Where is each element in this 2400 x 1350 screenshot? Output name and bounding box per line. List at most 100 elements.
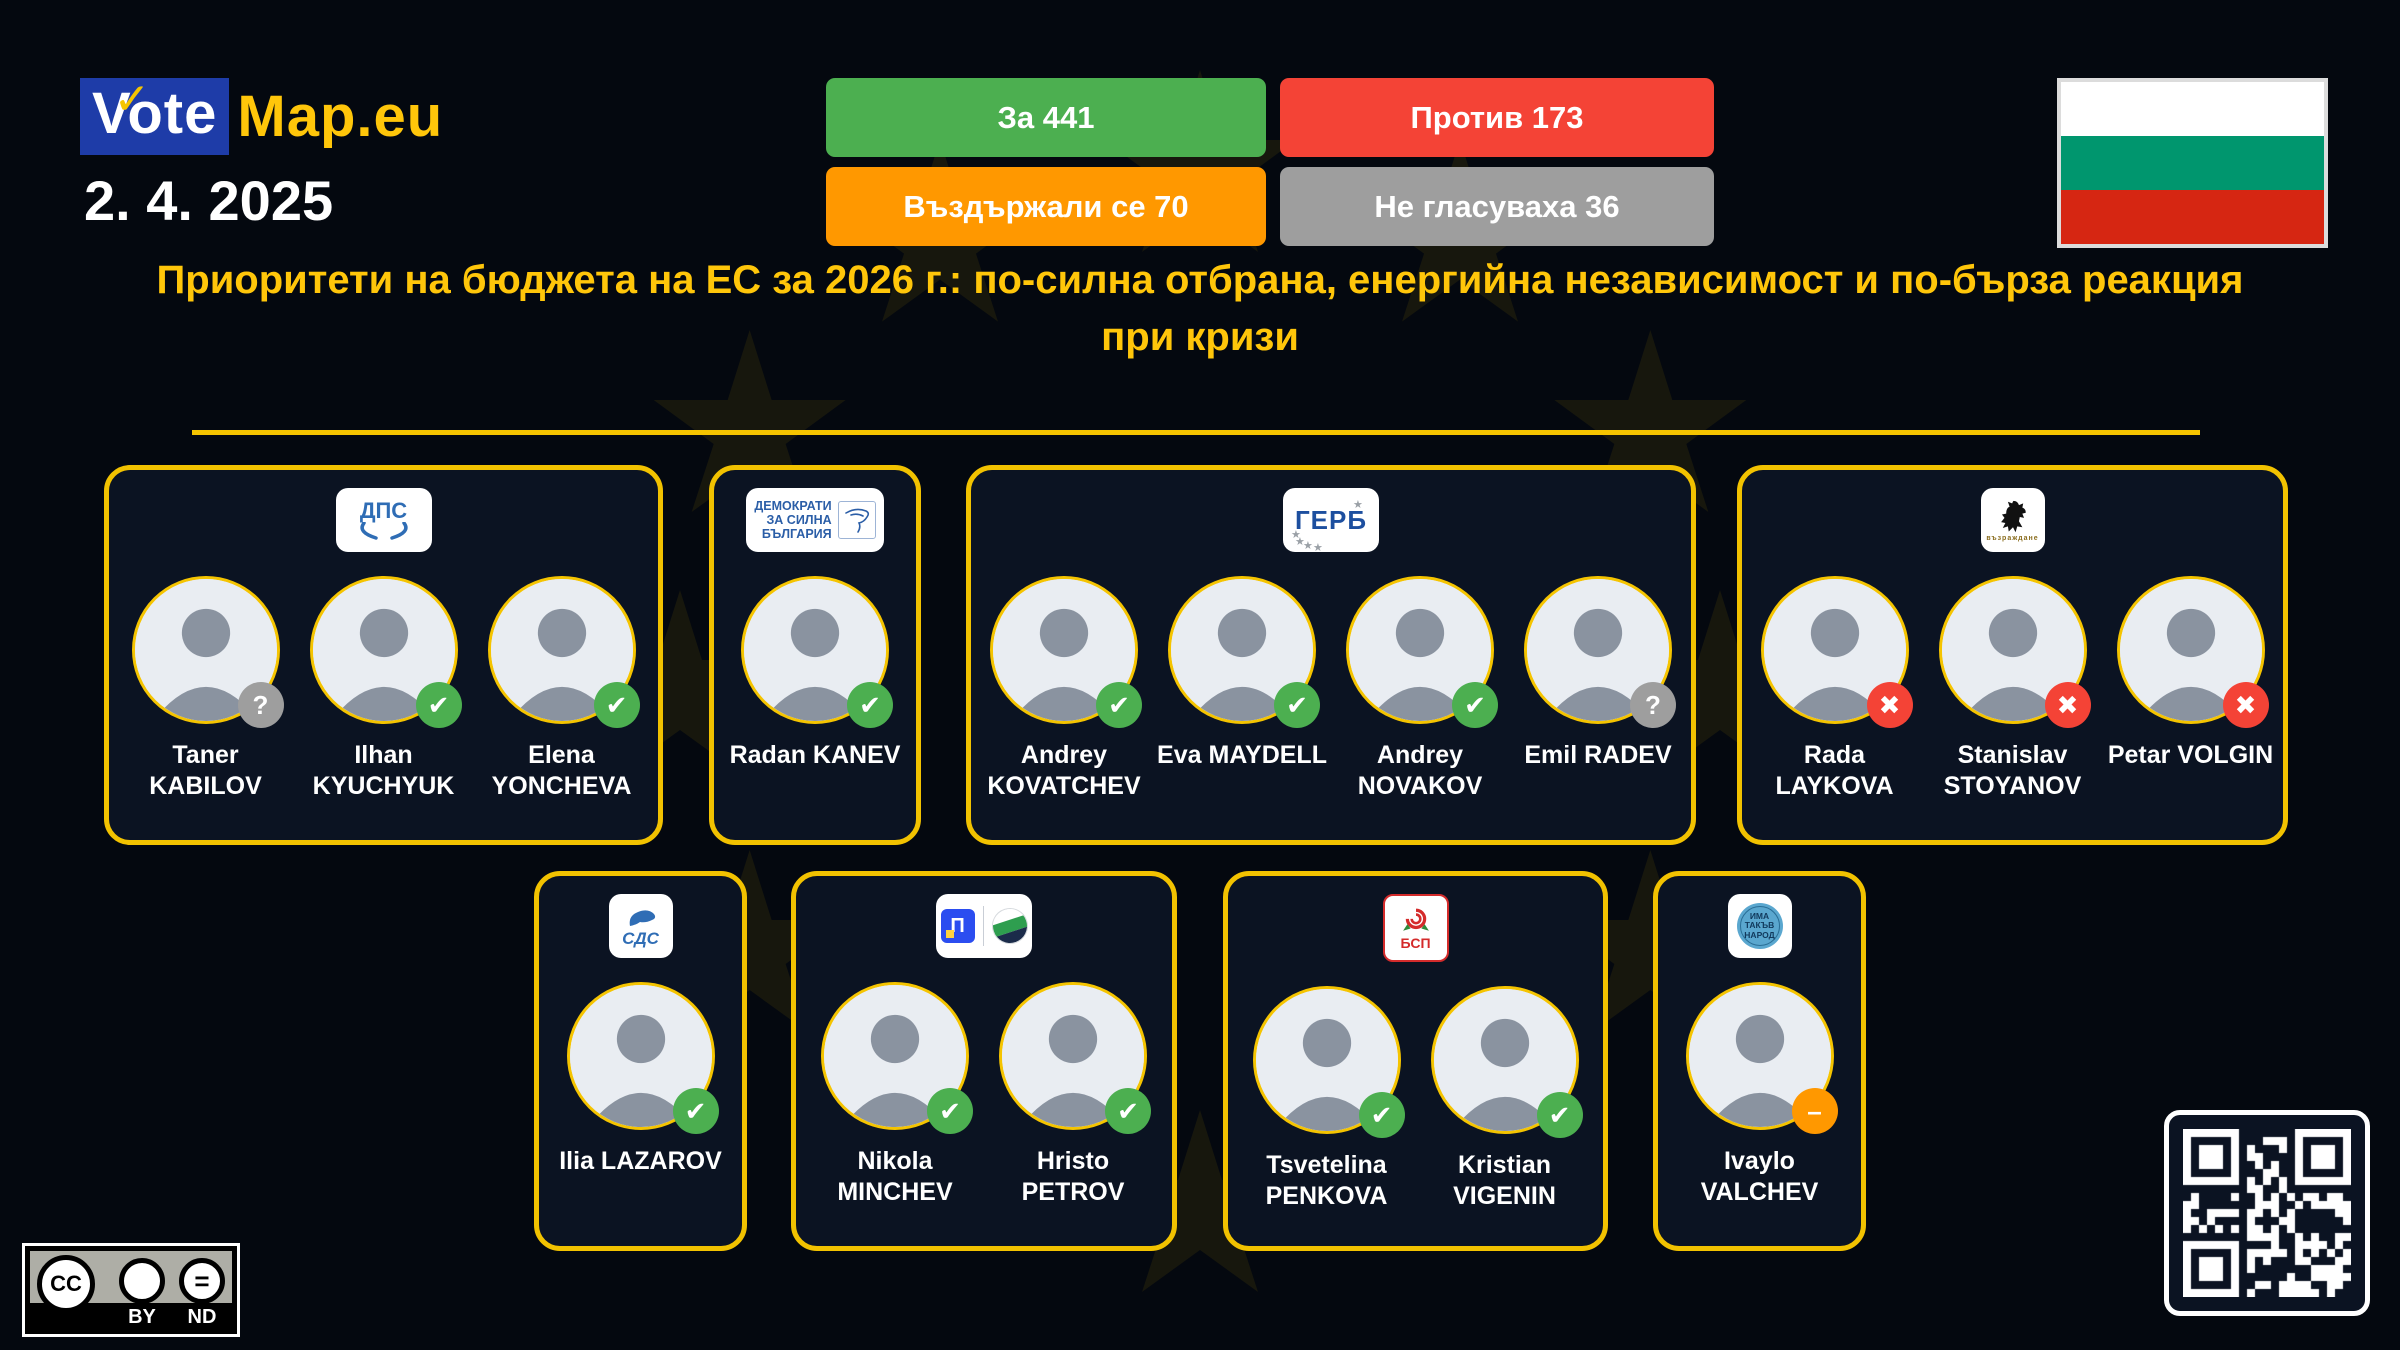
mep-photo: ✔ — [1168, 576, 1320, 728]
mep-photo: ✔ — [487, 576, 640, 728]
party-logo-dps: ДПС — [335, 488, 432, 552]
vote-novote-button[interactable]: Не гласуваха 36 — [1280, 167, 1714, 246]
mep-tile[interactable]: ✔ Ilhan KYUCHYUK — [299, 576, 469, 803]
vote-badge-for: ✔ — [1536, 1092, 1583, 1138]
mep-tile[interactable]: ✔ Tsvetelina PENKOVA — [1242, 986, 1412, 1213]
party-logo-inner: ДЕМОКРАТИ ЗА СИЛНА БЪЛГАРИЯ — [746, 499, 883, 541]
vote-badge-for: ✔ — [672, 1088, 719, 1134]
vote-badge-glyph: ✔ — [1548, 1099, 1571, 1130]
vote-against-button[interactable]: Против 173 — [1280, 78, 1714, 157]
mep-portrait — [1252, 986, 1401, 1134]
vote-badge-glyph: ✔ — [1117, 1095, 1139, 1126]
mep-tile[interactable]: ✔ Andrey NOVAKOV — [1335, 576, 1505, 803]
mep-name: Tsvetelina PENKOVA — [1265, 1151, 1388, 1211]
lion-rampant-icon — [2000, 500, 2026, 532]
logo-separator — [982, 906, 984, 946]
mep-photo: ? — [1524, 576, 1676, 728]
mep-tile[interactable]: ✔ Andrey KOVATCHEV — [979, 576, 1149, 803]
mep-photo: ? — [131, 576, 284, 728]
mep-tile[interactable]: ? Taner KABILOV — [121, 576, 291, 803]
mep-tile[interactable]: ✔ Radan KANEV — [720, 576, 910, 771]
mep-photo: ✔ — [566, 982, 719, 1134]
mep-portrait — [487, 576, 636, 724]
party-logo-text: ГЕРБ — [1294, 504, 1368, 535]
party-card-gerb: ГЕРБ ★ ★ ★ ★ ★ ✔ Andrey KOVATCHEV ✔ Eva MAYDELL ✔ A… — [966, 465, 1696, 845]
party-logo-row: ГЕРБ ★ ★ ★ ★ ★ — [971, 488, 1691, 552]
party-logo-itn: ИМА ТАКЪВ НАРОД — [1727, 894, 1792, 958]
party-members-row: ✔ Tsvetelina PENKOVA ✔ Kristian VIGENIN — [1228, 986, 1603, 1213]
cc-license-badge[interactable]: CC = BY ND — [22, 1243, 240, 1337]
party-logo-row: П — [796, 894, 1172, 958]
party-members-row: ✔ Nikola MINCHEV ✔ Hristo PETROV — [796, 982, 1172, 1209]
cc-nd-label: ND — [187, 1306, 217, 1328]
eu-star-icon: ★ — [1295, 536, 1305, 548]
vote-badge-for: ✔ — [1274, 682, 1320, 728]
vote-badge-glyph: ✖ — [2234, 689, 2257, 720]
mep-tile[interactable]: ✔ Nikola MINCHEV — [810, 982, 980, 1209]
flag-stripe-white — [2061, 82, 2324, 136]
mep-tile[interactable]: ✔ Elena YONCHEVA — [477, 576, 647, 803]
mep-photo: ✔ — [1252, 986, 1405, 1138]
vote-badge-for: ✔ — [1358, 1092, 1405, 1138]
laurel-icon — [359, 522, 408, 540]
party-logo-row: БСП — [1228, 894, 1603, 962]
vote-badge-for: ✔ — [1105, 1088, 1151, 1134]
party-logo-text: ДЕМОКРАТИ ЗА СИЛНА БЪЛГАРИЯ — [754, 499, 832, 541]
mep-tile[interactable]: ✖ Petar VOLGIN — [2106, 576, 2276, 803]
party-members-row: ✖ Rada LAYKOVA ✖ Stanislav STOYANOV ✖ Petar V… — [1742, 576, 2283, 803]
mep-name: Ivaylo VALCHEV — [1700, 1147, 1819, 1207]
mep-portrait — [1430, 986, 1579, 1134]
mep-photo: – — [1685, 982, 1838, 1134]
vote-for-button[interactable]: За 441 — [826, 78, 1266, 157]
party-members-row: ✔ Radan KANEV — [714, 576, 916, 771]
party-members-row: ? Taner KABILOV ✔ Ilhan KYUCHYUK ✔ Elena YONC… — [109, 576, 658, 803]
vote-badge-glyph: ✔ — [605, 689, 628, 720]
vote-date: 2. 4. 2025 — [84, 169, 334, 232]
vote-abstain-button[interactable]: Въздържали се 70 — [826, 167, 1266, 246]
mep-name: Elena YONCHEVA — [491, 741, 632, 801]
mep-name: Kristian VIGENIN — [1453, 1151, 1556, 1211]
mep-tile[interactable]: ✔ Hristo PETROV — [988, 982, 1158, 1209]
party-logo-text: възраждане — [1986, 534, 2039, 542]
mep-tile[interactable]: ? Emil RADEV — [1513, 576, 1683, 803]
vote-results: За 441 Против 173 Въздържали се 70 Не гл… — [826, 78, 1714, 246]
party-logo-row: ИМА ТАКЪВ НАРОД — [1658, 894, 1861, 958]
mep-name: Radan KANEV — [729, 741, 901, 769]
mep-tile[interactable]: ✔ Eva MAYDELL — [1157, 576, 1327, 803]
vote-badge-glyph: ? — [252, 689, 269, 720]
mep-tile[interactable]: ✖ Stanislav STOYANOV — [1928, 576, 2098, 803]
mep-name: Ilhan KYUCHYUK — [312, 741, 455, 801]
mep-tile[interactable]: ✔ Ilia LAZAROV — [546, 982, 736, 1177]
mep-tile[interactable]: ✔ Kristian VIGENIN — [1420, 986, 1590, 1213]
resolution-title: Приоритети на бюджета на ЕС за 2026 г.: … — [156, 258, 2244, 359]
vote-badge-glyph: ✔ — [1464, 689, 1486, 720]
vote-badge-for: ✔ — [1452, 682, 1498, 728]
db-logo-mark — [986, 903, 1032, 949]
party-logo-vazrazhdane: възраждане — [1980, 488, 2045, 552]
vote-badge-glyph: ✖ — [1878, 689, 1901, 720]
mep-photo: ✔ — [1346, 576, 1498, 728]
party-logo-text: П — [950, 914, 965, 937]
attribution-person-icon — [119, 1258, 165, 1304]
party-logo-dsb: ДЕМОКРАТИ ЗА СИЛНА БЪЛГАРИЯ — [746, 488, 884, 552]
vote-badge-glyph: ✔ — [684, 1095, 707, 1126]
mep-tile[interactable]: – Ivaylo VALCHEV — [1665, 982, 1855, 1209]
mep-name: Emil RADEV — [1524, 741, 1672, 769]
mep-photo: ✔ — [821, 982, 973, 1134]
mep-name: Taner KABILOV — [149, 741, 262, 801]
cc-by-label: BY — [128, 1306, 156, 1328]
party-card-itn: ИМА ТАКЪВ НАРОД – Ivaylo VALCHEV — [1653, 871, 1866, 1251]
party-logo-row: ДЕМОКРАТИ ЗА СИЛНА БЪЛГАРИЯ — [714, 488, 916, 552]
votemap-logo[interactable]: Vote ✓ Map.eu — [80, 75, 443, 155]
mep-photo: ✔ — [999, 982, 1151, 1134]
mep-name: Andrey NOVAKOV — [1357, 741, 1483, 801]
mep-tile[interactable]: ✖ Rada LAYKOVA — [1750, 576, 1920, 803]
rose-icon — [1402, 908, 1429, 931]
vote-badge-glyph: ✖ — [2056, 689, 2079, 720]
pp-logo-mark: П — [940, 909, 975, 943]
mep-photo: ✔ — [741, 576, 893, 728]
party-card-sds: СДС ✔ Ilia LAZAROV — [534, 871, 747, 1251]
vote-badge-for: ✔ — [927, 1088, 973, 1134]
eu-star-icon: ★ — [1291, 529, 1301, 541]
mep-portrait — [131, 576, 280, 724]
